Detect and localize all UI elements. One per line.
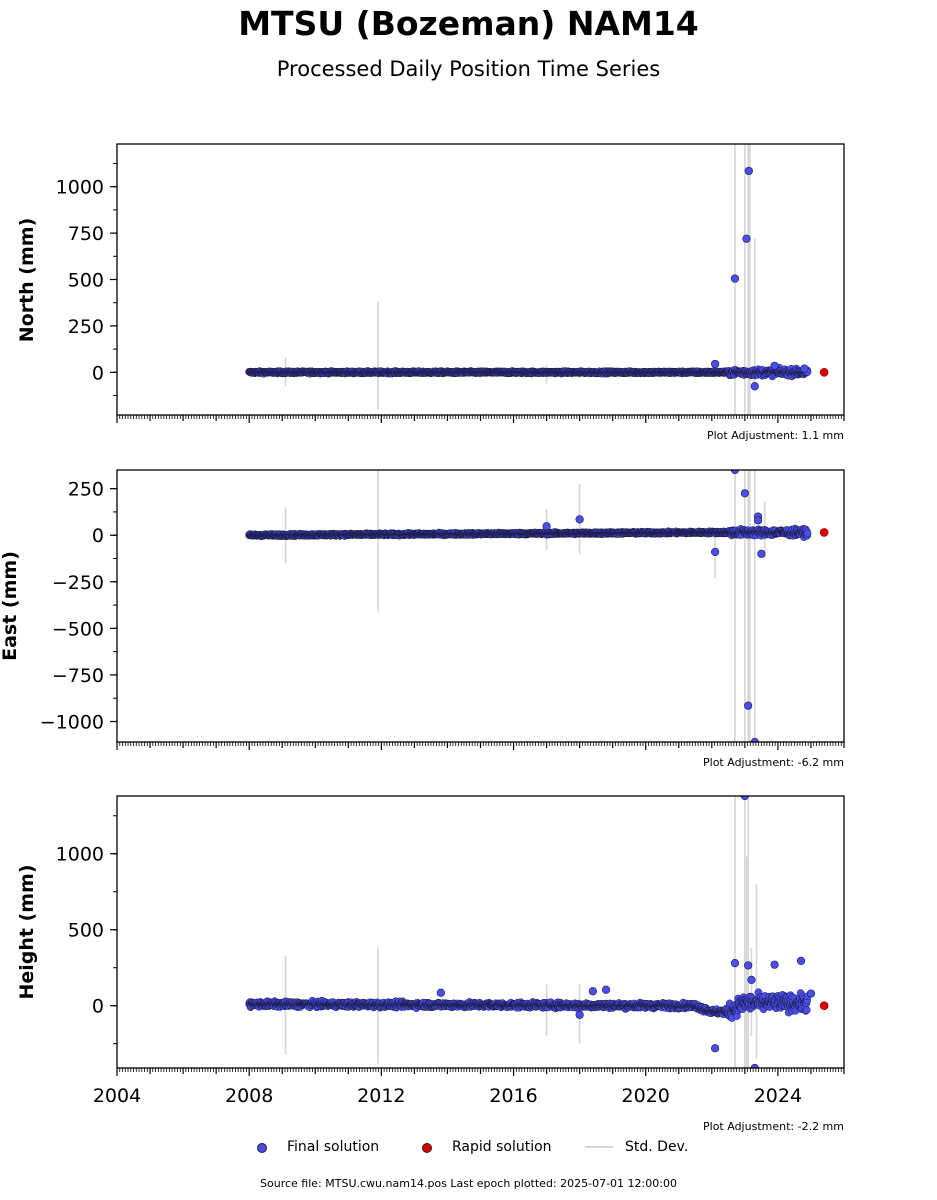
y-tick-label: 0 (92, 362, 104, 384)
final-solution-point (711, 359, 720, 369)
y-tick-label: −750 (52, 665, 104, 687)
data-layer (245, 470, 829, 742)
chart-title: MTSU (Bozeman) NAM14 (238, 4, 699, 43)
y-tick-label: −1000 (40, 712, 104, 734)
final-solution-point (803, 529, 812, 538)
chart-subtitle: Processed Daily Position Time Series (276, 57, 661, 81)
final-solution-point (542, 522, 551, 531)
y-tick-label: 1000 (56, 177, 104, 199)
y-tick-label: 250 (68, 316, 104, 338)
final-solution-point (770, 361, 779, 370)
final-solution-point (744, 701, 753, 710)
final-solution-point (730, 274, 740, 283)
y-tick-label: 250 (68, 479, 104, 501)
panel-0: 0 250 500 750 1000 North (mm) Plot Adjustment:… (16, 143, 845, 442)
final-solution-point (742, 234, 751, 243)
data-layer (245, 796, 829, 1068)
y-tick-label: 750 (68, 223, 104, 245)
final-solution-point (575, 515, 584, 524)
plot-adjustment-note: Plot Adjustment: 1.1 mm (707, 429, 844, 442)
y-tick-label: 0 (92, 525, 104, 547)
final-solution-point (744, 166, 753, 176)
rapid-solution-point (819, 528, 829, 537)
final-solution-point (750, 382, 759, 391)
plot-adjustment-note: Plot Adjustment: -6.2 mm (703, 756, 844, 769)
final-solution-point (753, 516, 763, 525)
y-axis-label: North (mm) (16, 218, 38, 343)
y-tick-label: 500 (68, 270, 104, 292)
y-tick-label: −500 (52, 618, 104, 640)
y-axis-label: East (mm) (0, 551, 21, 661)
final-solution-point (757, 549, 766, 558)
rapid-solution-point (819, 368, 829, 377)
data-layer (245, 144, 829, 415)
panel-1: 250 0 −250 −500 −750 −1000 East (mm) Plot Adjus… (0, 469, 845, 769)
final-solution-point (740, 489, 749, 498)
final-solution-point (800, 364, 809, 373)
final-solution-point (711, 547, 720, 557)
y-tick-label: −250 (52, 572, 104, 594)
